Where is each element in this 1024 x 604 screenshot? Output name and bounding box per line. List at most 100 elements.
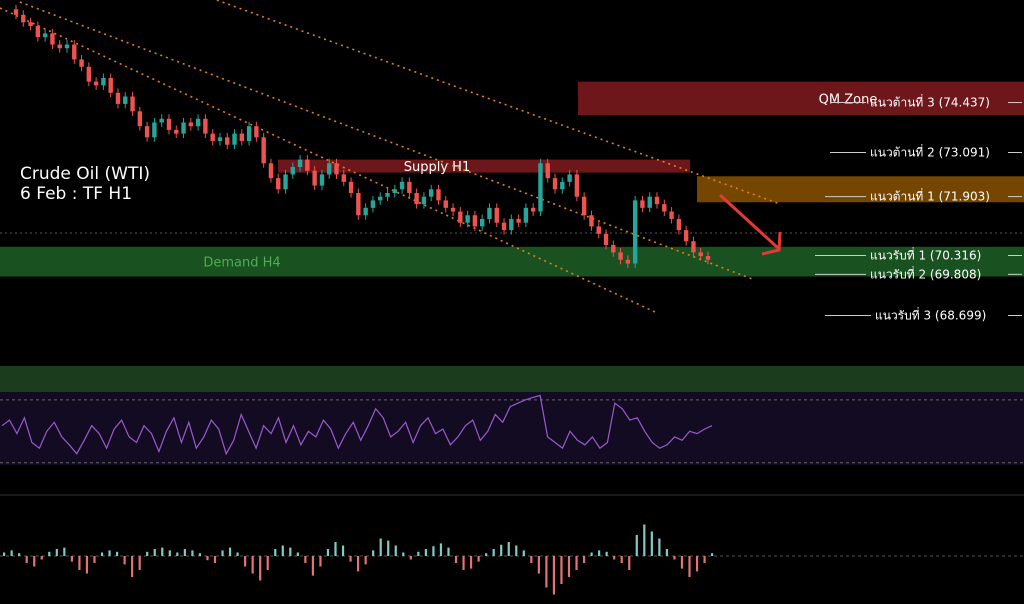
- macd-bar: [115, 551, 119, 556]
- macd-bar: [620, 556, 623, 563]
- candle-body: [662, 204, 667, 212]
- level-label-4: แนวรับที่ 1 (70.316): [870, 246, 981, 262]
- down-arrow-icon: [718, 193, 782, 256]
- rsi-pane: [0, 366, 1024, 496]
- candle-body: [392, 189, 397, 193]
- macd-bar: [522, 550, 525, 556]
- candle-body: [297, 159, 303, 168]
- candle-body: [101, 77, 106, 86]
- candle-body: [115, 92, 121, 104]
- candle-body: [632, 200, 638, 264]
- candle-body: [545, 163, 550, 179]
- level-label-1: แนวต้านที่ 3 (74.437): [870, 94, 990, 110]
- candle-body: [625, 259, 631, 264]
- macd-bar: [462, 556, 465, 570]
- macd-bar: [334, 542, 337, 556]
- macd-bar: [628, 556, 631, 570]
- candle-body: [57, 44, 62, 49]
- candle-body: [647, 196, 652, 208]
- candle-body: [217, 137, 223, 142]
- candle-body: [487, 207, 492, 219]
- macd-bar: [424, 549, 427, 556]
- candlesticks: [13, 4, 711, 268]
- macd-bar: [123, 556, 126, 565]
- candle-body: [28, 22, 33, 26]
- macd-bar: [552, 556, 556, 595]
- macd-bar: [40, 556, 43, 560]
- macd-bar: [55, 549, 58, 556]
- candle-body: [144, 126, 150, 138]
- level-label-3: แนวต้านที่ 1 (71.903): [870, 188, 990, 204]
- macd-bar: [688, 556, 691, 577]
- macd-bar: [349, 556, 352, 562]
- macd-bar: [635, 535, 638, 556]
- macd-bar: [259, 556, 262, 581]
- macd-bar: [93, 556, 96, 563]
- candle-body: [246, 126, 252, 142]
- level-label-5: แนวรับที่ 2 (69.808): [870, 265, 981, 281]
- candle-body: [225, 137, 230, 145]
- zone-3: [697, 176, 1024, 203]
- candle-body: [385, 192, 390, 197]
- candle-body: [530, 207, 536, 212]
- macd-bar: [296, 552, 299, 556]
- macd-bar: [221, 550, 224, 556]
- macd-bar: [108, 550, 111, 556]
- candle-body: [523, 207, 529, 223]
- channel-line-2: [214, 0, 781, 205]
- macd-bar: [402, 552, 405, 556]
- candle-body: [683, 230, 689, 242]
- price-channel: [0, 0, 781, 313]
- candle-body: [465, 215, 470, 223]
- candle-body: [50, 33, 55, 45]
- candle-body: [669, 211, 674, 219]
- macd-bar: [281, 545, 284, 556]
- candle-body: [152, 122, 157, 138]
- macd-bar: [146, 551, 149, 556]
- candle-body: [363, 207, 368, 216]
- macd-bar: [341, 545, 345, 556]
- macd-bar: [507, 542, 510, 556]
- candle-body: [130, 96, 135, 112]
- macd-bar: [18, 553, 21, 556]
- candle-body: [436, 189, 441, 201]
- candle-body: [589, 215, 594, 227]
- candle-body: [538, 163, 543, 212]
- candle-body: [429, 189, 434, 197]
- candle-body: [618, 252, 623, 260]
- macd-bar: [439, 543, 443, 556]
- channel-line-3: [19, 1, 756, 281]
- chart-title: Crude Oil (WTI) 6 Feb : TF H1: [20, 164, 150, 204]
- candle-body: [93, 81, 99, 86]
- candle-body: [123, 96, 128, 104]
- candle-body: [210, 133, 215, 142]
- macd-bar: [695, 556, 699, 572]
- macd-bar: [176, 552, 179, 556]
- price-zones: QM Zone Supply H1 Demand H4: [0, 81, 1024, 277]
- candle-body: [603, 233, 609, 245]
- rsi-line: [1, 394, 713, 456]
- macd-bar: [567, 556, 571, 577]
- macd-bar: [590, 552, 593, 556]
- macd-bar: [206, 556, 209, 561]
- candle-body: [21, 14, 26, 23]
- macd-bar: [605, 551, 608, 556]
- macd-bar: [33, 556, 36, 567]
- candle-body: [443, 200, 448, 208]
- candle-body: [290, 167, 295, 175]
- macd-bar: [680, 556, 684, 569]
- candle-body: [494, 207, 499, 223]
- macd-bar: [85, 556, 89, 574]
- macd-bar: [153, 549, 156, 556]
- rsi-top-band: [0, 366, 1024, 392]
- candle-body: [203, 118, 208, 134]
- zone-1: [578, 81, 1024, 116]
- macd-bar: [379, 538, 382, 556]
- candle-body: [370, 200, 376, 208]
- candle-body: [195, 118, 201, 127]
- candle-body: [283, 174, 288, 190]
- candle-body: [479, 218, 485, 227]
- macd-bar: [228, 547, 232, 556]
- macd-bar: [432, 546, 435, 556]
- macd-bar: [183, 549, 186, 556]
